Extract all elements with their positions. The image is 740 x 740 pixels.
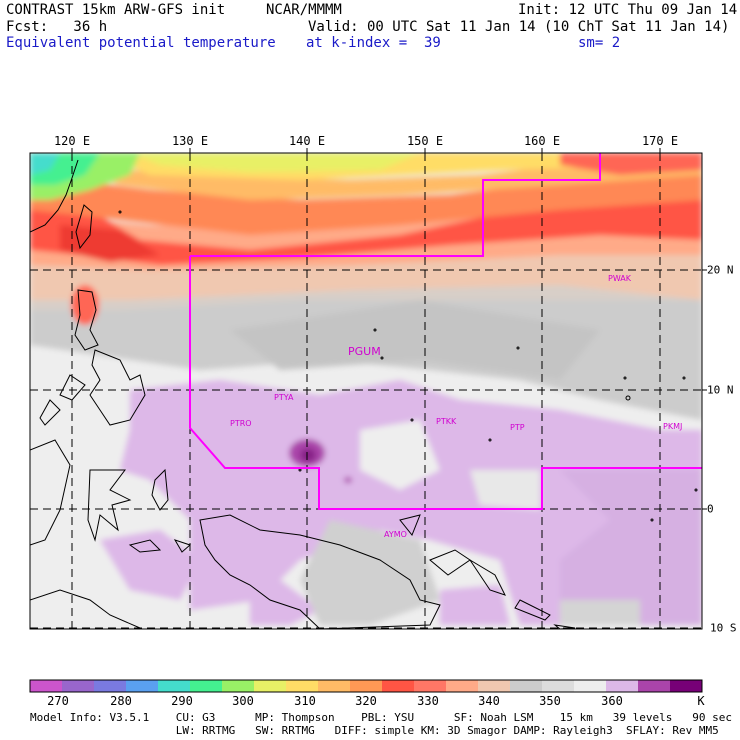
colorbar-swatch: [30, 680, 63, 692]
colorbar-label-310: 310: [294, 694, 316, 708]
smoothing-value: sm= 2: [578, 35, 621, 51]
model-info-line2: LW: RRTMG SW: RRTMG DIFF: simple KM: 3D …: [30, 724, 719, 737]
valid-time: Valid: 00 UTC Sat 11 Jan 14 (10 ChT Sat …: [308, 19, 730, 35]
station-ptkk: PTKK: [436, 417, 457, 426]
colorbar-swatch: [350, 680, 383, 692]
coastlines: [30, 159, 698, 629]
vertical-level: at k-index = 39: [306, 35, 441, 51]
station-ptya: PTYA: [274, 393, 294, 402]
colorbar-swatch: [62, 680, 95, 692]
map-frame: [29, 152, 703, 630]
organization-label: NCAR/MMMM: [266, 2, 342, 18]
colorbar-swatch: [286, 680, 319, 692]
station-aymo: AYMO: [384, 530, 407, 539]
lon-label-140e: 140 E: [288, 134, 326, 148]
colorbar-swatch: [158, 680, 191, 692]
colorbar-label-320: 320: [355, 694, 377, 708]
colorbar-frame: [29, 679, 703, 693]
colorbar-swatch: [190, 680, 223, 692]
colorbar-swatch: [510, 680, 543, 692]
colorbar-label-290: 290: [171, 694, 193, 708]
colorbar-swatch: [670, 680, 703, 692]
lat-label-10s: 10 S: [710, 621, 737, 635]
lon-label-170e: 170 E: [641, 134, 679, 148]
colorbar-swatch: [574, 680, 607, 692]
colorbar-swatch: [126, 680, 159, 692]
field-name: Equivalent potential temperature: [6, 35, 276, 51]
colorbar-swatch: [222, 680, 255, 692]
lat-label-20n: 20 N: [707, 263, 734, 277]
colorbar-label-330: 330: [417, 694, 439, 708]
colorbar-label-280: 280: [110, 694, 132, 708]
station-pwak: PWAK: [608, 274, 632, 283]
top-ticks: [71, 148, 707, 510]
colorbar-label-340: 340: [478, 694, 500, 708]
colorbar-unit: K: [697, 694, 705, 708]
colorbar-swatch: [446, 680, 479, 692]
model-info-line1: Model Info: V3.5.1 CU: G3 MP: Thompson P…: [30, 711, 732, 724]
colorbar-swatch: [94, 680, 127, 692]
station-ptro: PTRO: [230, 419, 252, 428]
lon-label-160e: 160 E: [523, 134, 561, 148]
lat-label-10n: 10 N: [707, 383, 734, 397]
station-pgum: PGUM: [348, 345, 381, 358]
nested-domain-boundary: [189, 153, 702, 510]
theta-e-shading: [30, 153, 702, 625]
lat-label-equator: 0: [707, 502, 714, 516]
station-ptpn: PTP: [510, 423, 525, 432]
colorbar-label-360: 360: [601, 694, 623, 708]
colorbar-swatch: [542, 680, 575, 692]
colorbar-swatch: [638, 680, 671, 692]
colorbar-label-300: 300: [232, 694, 254, 708]
lon-label-150e: 150 E: [406, 134, 444, 148]
colorbar-label-270: 270: [47, 694, 69, 708]
colorbar-swatch: [254, 680, 287, 692]
station-pkmj: PKMJ: [663, 422, 683, 431]
forecast-hour: Fcst: 36 h: [6, 19, 108, 35]
lon-label-120e: 120 E: [53, 134, 91, 148]
colorbar-label-350: 350: [539, 694, 561, 708]
colorbar-swatch: [414, 680, 447, 692]
init-time: Init: 12 UTC Thu 09 Jan 14: [518, 2, 738, 18]
colorbar-swatch: [382, 680, 415, 692]
lon-label-130e: 130 E: [171, 134, 209, 148]
lat-lon-grid: [30, 153, 702, 629]
colorbar-swatch: [478, 680, 511, 692]
colorbar-swatch: [318, 680, 351, 692]
colorbar-swatch: [606, 680, 639, 692]
model-title: CONTRAST 15km ARW-GFS init: [6, 2, 226, 18]
